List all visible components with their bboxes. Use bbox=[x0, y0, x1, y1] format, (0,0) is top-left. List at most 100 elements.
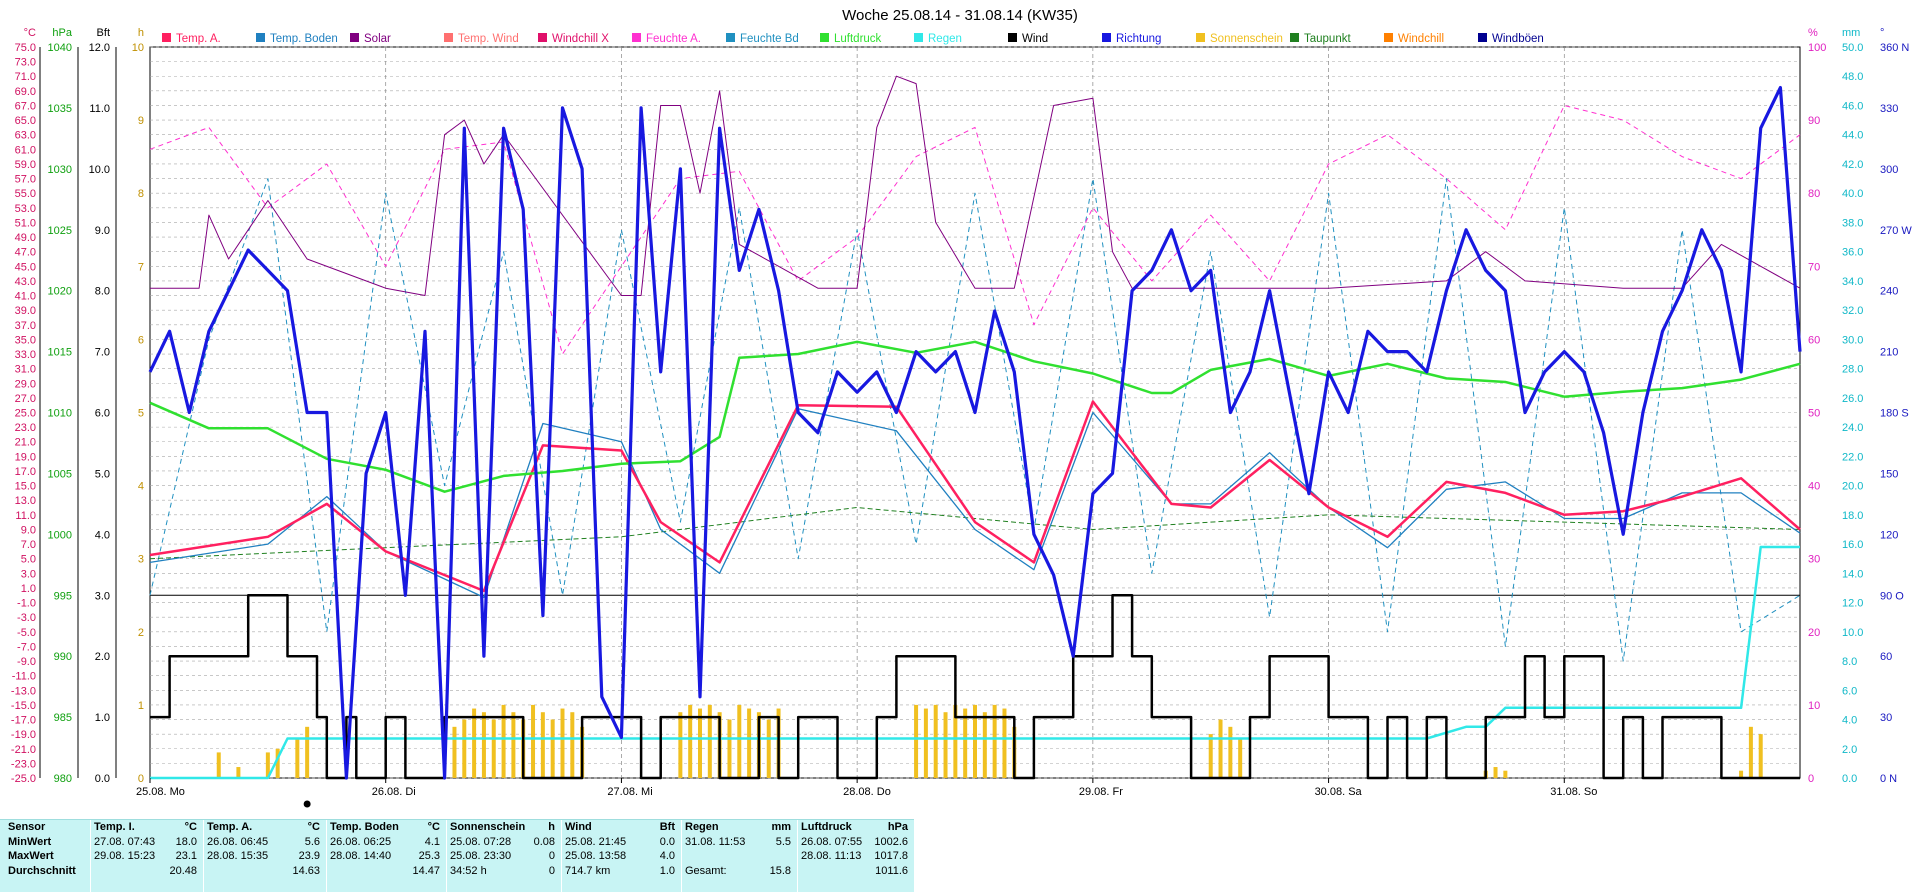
temp_c-tick-label: -5.0 bbox=[17, 627, 36, 639]
rain_mm-tick-label: 38.0 bbox=[1842, 217, 1863, 229]
sunshine_h-tick-label: 9 bbox=[138, 115, 144, 127]
direction_deg-tick-label: 30 bbox=[1880, 712, 1892, 724]
temp_c-tick-label: 31.0 bbox=[15, 364, 36, 376]
temp_c-tick-label: 45.0 bbox=[15, 261, 36, 273]
temp_c-tick-label: -1.0 bbox=[17, 598, 36, 610]
sunshine-bar bbox=[462, 720, 466, 778]
direction_deg-tick-label: 180 S bbox=[1880, 408, 1909, 420]
humidity_pct-tick-label: 40 bbox=[1808, 481, 1820, 493]
temp_c-tick-label: 5.0 bbox=[21, 554, 36, 566]
sunshine-bar bbox=[983, 712, 987, 778]
wind_bft-tick-label: 10.0 bbox=[89, 164, 110, 176]
rain_mm-tick-label: 10.0 bbox=[1842, 627, 1863, 639]
legend-entry: Windchill X bbox=[552, 33, 609, 45]
stats-header: Temp. Boden°C bbox=[326, 820, 446, 835]
sunshine-bar bbox=[747, 709, 751, 778]
x-tick-label: 28.08. Do bbox=[843, 786, 891, 798]
wind_bft-tick-label: 11.0 bbox=[89, 103, 110, 115]
rain_mm-tick-label: 36.0 bbox=[1842, 247, 1863, 259]
pressure_hpa-unit-label: hPa bbox=[52, 27, 72, 39]
x-tick-label: 26.08. Di bbox=[372, 786, 416, 798]
stats-cell bbox=[681, 849, 797, 864]
sunshine-bar bbox=[934, 705, 938, 778]
cursor-marker bbox=[304, 801, 311, 808]
legend-swatch bbox=[350, 33, 359, 42]
temp_c-tick-label: 63.0 bbox=[15, 130, 36, 142]
rain_mm-tick-label: 26.0 bbox=[1842, 393, 1863, 405]
temp_c-tick-label: 55.0 bbox=[15, 188, 36, 200]
wind_bft-tick-label: 2.0 bbox=[95, 651, 110, 663]
legend-entry: Windböen bbox=[1492, 33, 1544, 45]
direction_deg-tick-label: 240 bbox=[1880, 286, 1898, 298]
direction_deg-tick-label: 210 bbox=[1880, 347, 1898, 359]
legend-swatch bbox=[1008, 33, 1017, 42]
sunshine_h-tick-label: 6 bbox=[138, 334, 144, 346]
temp_c-tick-label: 13.0 bbox=[15, 495, 36, 507]
pressure_hpa-tick-label: 1020 bbox=[48, 286, 72, 298]
temp_c-tick-label: 33.0 bbox=[15, 349, 36, 361]
wind_bft-tick-label: 4.0 bbox=[95, 529, 110, 541]
direction_deg-tick-label: 60 bbox=[1880, 651, 1892, 663]
x-tick-label: 27.08. Mi bbox=[607, 786, 652, 798]
legend-swatch bbox=[1102, 33, 1111, 42]
sunshine-bar bbox=[531, 705, 535, 778]
legend-swatch bbox=[632, 33, 641, 42]
wind_bft-tick-label: 9.0 bbox=[95, 225, 110, 237]
rain_mm-tick-label: 46.0 bbox=[1842, 100, 1863, 112]
sunshine-bar bbox=[492, 720, 496, 778]
temp_c-tick-label: 11.0 bbox=[15, 510, 36, 522]
sunshine-bar bbox=[541, 712, 545, 778]
temp_c-tick-label: 1.0 bbox=[21, 583, 36, 595]
pressure_hpa-tick-label: 995 bbox=[54, 590, 72, 602]
rain_mm-tick-label: 50.0 bbox=[1842, 42, 1863, 54]
sunshine_h-unit-label: h bbox=[138, 27, 144, 39]
sunshine-bar bbox=[963, 709, 967, 778]
rain_mm-tick-label: 12.0 bbox=[1842, 598, 1863, 610]
temp_c-tick-label: 35.0 bbox=[15, 334, 36, 346]
temp_c-tick-label: -11.0 bbox=[12, 671, 36, 683]
temp_c-tick-label: 75.0 bbox=[15, 42, 36, 54]
sunshine-bar bbox=[1759, 734, 1763, 778]
temp_c-tick-label: 59.0 bbox=[15, 159, 36, 171]
pressure_hpa-tick-label: 1030 bbox=[48, 164, 72, 176]
sunshine-bar bbox=[678, 712, 682, 778]
legend-entry: Feuchte A. bbox=[646, 33, 701, 45]
sunshine-bar bbox=[727, 720, 731, 778]
pressure_hpa-tick-label: 1005 bbox=[48, 468, 72, 480]
sunshine-bar bbox=[944, 712, 948, 778]
humidity_pct-unit-label: % bbox=[1808, 27, 1818, 39]
humidity_pct-tick-label: 20 bbox=[1808, 627, 1820, 639]
rain_mm-tick-label: 18.0 bbox=[1842, 510, 1863, 522]
sunshine_h-tick-label: 4 bbox=[138, 481, 144, 493]
sunshine_h-tick-label: 10 bbox=[132, 42, 144, 54]
pressure_hpa-tick-label: 1040 bbox=[48, 42, 72, 54]
legend-entry: Regen bbox=[928, 33, 962, 45]
pressure_hpa-tick-label: 1000 bbox=[48, 529, 72, 541]
direction_deg-tick-label: 330 bbox=[1880, 103, 1898, 115]
sunshine_h-tick-label: 5 bbox=[138, 408, 144, 420]
rain_mm-tick-label: 4.0 bbox=[1842, 715, 1857, 727]
wind_bft-tick-label: 1.0 bbox=[95, 712, 110, 724]
sunshine-bar bbox=[570, 712, 574, 778]
stats-cell: 20.48 bbox=[90, 864, 203, 879]
wind_bft-tick-label: 5.0 bbox=[95, 468, 110, 480]
temp_c-tick-label: 73.0 bbox=[15, 57, 36, 69]
sunshine-bar bbox=[767, 720, 771, 778]
temp_c-tick-label: 25.0 bbox=[15, 408, 36, 420]
sunshine-bar bbox=[1238, 738, 1242, 778]
sunshine-bar bbox=[217, 752, 221, 778]
temp_c-tick-label: 19.0 bbox=[15, 451, 36, 463]
